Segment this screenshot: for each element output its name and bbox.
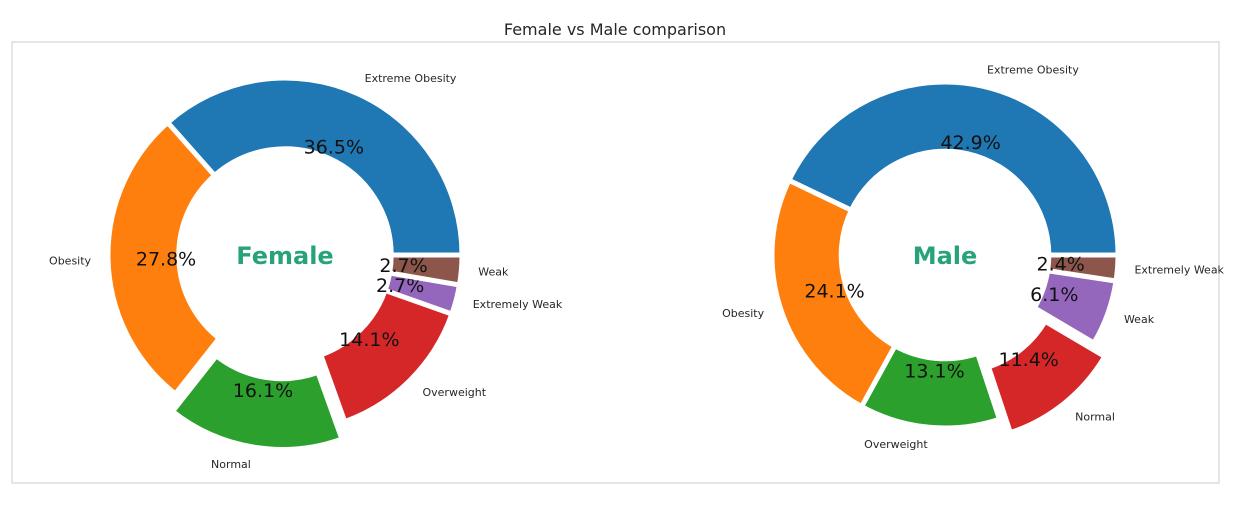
slice-overweight xyxy=(858,342,1003,431)
slice-label-extreme-obesity: Extreme Obesity xyxy=(987,64,1079,77)
slice-label-weak: Weak xyxy=(1124,313,1155,326)
pct-label-normal: 11.4% xyxy=(998,349,1058,371)
slice-weak xyxy=(386,252,465,288)
slice-label-normal: Normal xyxy=(1075,410,1115,423)
pct-label-normal: 16.1% xyxy=(233,380,293,402)
slice-extreme-obesity xyxy=(785,79,1121,258)
slice-label-overweight: Overweight xyxy=(864,438,928,451)
slice-normal xyxy=(168,352,346,452)
slice-label-extreme-obesity: Extreme Obesity xyxy=(365,72,457,85)
slice-obesity xyxy=(105,118,223,398)
pct-label-weak: 2.7% xyxy=(379,255,427,277)
pct-label-overweight: 14.1% xyxy=(339,329,399,351)
slice-label-obesity: Obesity xyxy=(722,307,765,320)
pct-label-overweight: 13.1% xyxy=(904,361,964,383)
pct-label-extreme-obesity: 42.9% xyxy=(940,132,1000,154)
slice-label-obesity: Obesity xyxy=(49,254,92,267)
pct-label-extremely-weak: 2.4% xyxy=(1037,254,1085,276)
figure-title: Female vs Male comparison xyxy=(504,20,726,39)
pct-label-obesity: 27.8% xyxy=(136,248,196,270)
slice-extreme-obesity xyxy=(164,75,465,258)
pct-label-obesity: 24.1% xyxy=(804,280,864,302)
slice-normal xyxy=(985,317,1109,436)
center-label: Male xyxy=(913,242,978,270)
center-label: Female xyxy=(236,242,333,270)
slice-extremely-weak xyxy=(1044,252,1121,284)
slice-label-weak: Weak xyxy=(478,265,509,278)
donut-female: 36.5% Extreme Obesity 27.8% Obesity 16.1% Nor… xyxy=(49,72,563,471)
slice-label-extremely-weak: Extremely Weak xyxy=(473,298,563,311)
pct-label-weak: 6.1% xyxy=(1030,284,1078,306)
slice-obesity xyxy=(769,177,899,410)
slice-label-extremely-weak: Extremely Weak xyxy=(1134,263,1224,276)
slice-label-overweight: Overweight xyxy=(423,386,487,399)
donut-male: 42.9% Extreme Obesity 24.1% Obesity 13.1% Ove… xyxy=(722,64,1224,452)
pct-label-extremely-weak: 2.7% xyxy=(376,275,424,297)
pct-label-extreme-obesity: 36.5% xyxy=(304,136,364,158)
slice-label-normal: Normal xyxy=(211,458,251,471)
